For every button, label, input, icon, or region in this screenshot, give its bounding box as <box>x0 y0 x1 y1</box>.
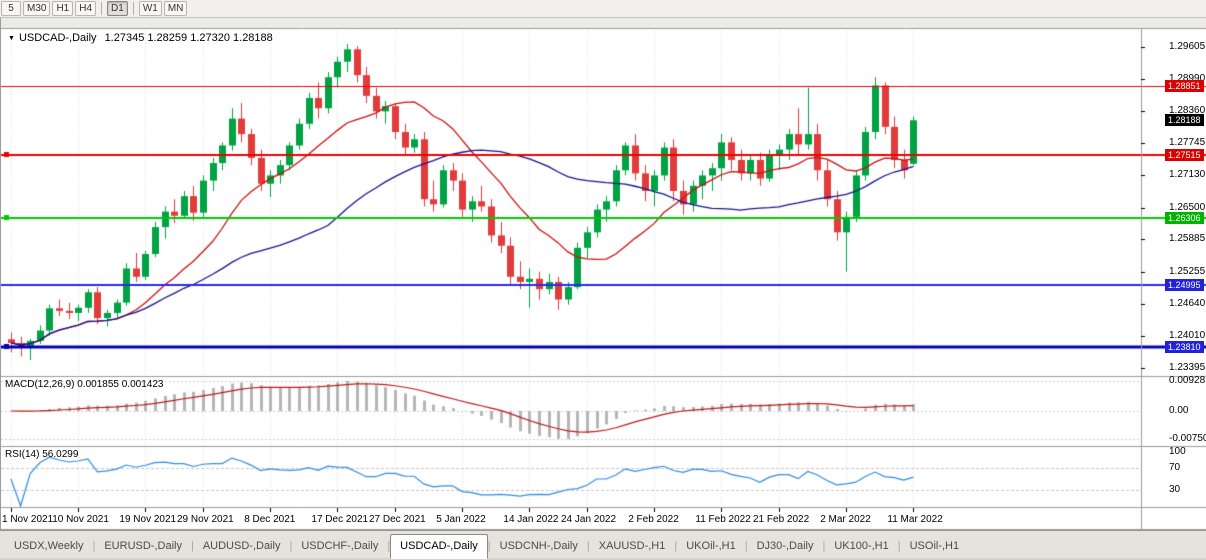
timeframe-button-W1[interactable]: W1 <box>138 1 162 16</box>
tab-separator: | <box>586 540 590 552</box>
tab-separator: | <box>674 540 678 552</box>
chart-symbol-label: ▼ USDCAD-,Daily 1.27345 1.28259 1.27320 1.… <box>8 32 273 44</box>
tab-separator: | <box>387 540 391 552</box>
tab-separator: | <box>92 540 96 552</box>
tab-separator: | <box>487 540 491 552</box>
timeframe-button-5[interactable]: 5 <box>1 1 21 16</box>
tab-separator: | <box>190 540 194 552</box>
tab-separator: | <box>744 540 748 552</box>
chart-canvas[interactable] <box>1 18 1206 530</box>
tab-uk100-h1[interactable]: UK100-,H1 <box>834 540 889 552</box>
tab-separator: | <box>897 540 901 552</box>
toolbar-separator <box>101 2 103 15</box>
toolbar-separator <box>132 2 134 15</box>
timeframe-button-MN[interactable]: MN <box>163 1 188 16</box>
chart-dropdown-icon[interactable]: ▼ <box>8 35 15 42</box>
tab-usdcnh-daily[interactable]: USDCNH-,Daily <box>499 540 578 552</box>
macd-indicator-label: MACD(12,26,9) 0.001855 0.001423 <box>5 379 164 390</box>
timeframe-toolbar: 5 M30 H1 H4 D1 W1 MN <box>0 0 1206 18</box>
chart-symbol: USDCAD-,Daily <box>18 32 97 44</box>
chart-tab-bar: USDX,Weekly | EURUSD-,Daily | AUDUSD-,Daily |… <box>0 530 1206 559</box>
tab-usdchf-daily[interactable]: USDCHF-,Daily <box>301 540 379 552</box>
tab-usoil-h1[interactable]: USOil-,H1 <box>909 540 960 552</box>
chart-ohlc-values: 1.27345 1.28259 1.27320 1.28188 <box>104 32 273 44</box>
chart-window: ▼ USDCAD-,Daily 1.27345 1.28259 1.27320 1.… <box>0 18 1206 530</box>
tab-ukoil-h1[interactable]: UKOil-,H1 <box>686 540 736 552</box>
tab-dj30-daily[interactable]: DJ30-,Daily <box>756 540 814 552</box>
tab-usdx-weekly[interactable]: USDX,Weekly <box>14 540 84 552</box>
timeframe-button-H4[interactable]: H4 <box>75 1 97 16</box>
tab-audusd-daily[interactable]: AUDUSD-,Daily <box>202 540 281 552</box>
tab-usdcad-daily[interactable]: USDCAD-,Daily <box>390 534 488 559</box>
tab-xauusd-h1[interactable]: XAUUSD-,H1 <box>598 540 666 552</box>
rsi-indicator-label: RSI(14) 56.0299 <box>5 449 79 460</box>
timeframe-button-M30[interactable]: M30 <box>23 1 51 16</box>
tab-separator: | <box>822 540 826 552</box>
timeframe-button-H1[interactable]: H1 <box>52 1 74 16</box>
timeframe-button-D1[interactable]: D1 <box>107 1 128 16</box>
tab-separator: | <box>289 540 293 552</box>
tab-eurusd-daily[interactable]: EURUSD-,Daily <box>104 540 182 552</box>
